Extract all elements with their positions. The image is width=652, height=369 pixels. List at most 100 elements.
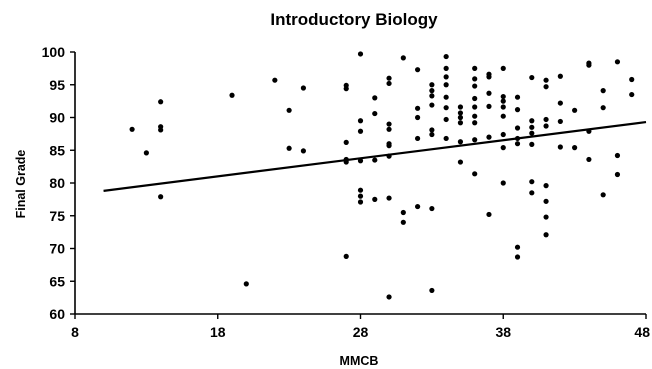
data-point bbox=[457, 104, 464, 110]
y-tick-label: 60 bbox=[49, 306, 65, 322]
data-point bbox=[400, 55, 406, 61]
data-point bbox=[386, 143, 392, 149]
trendline-group bbox=[103, 120, 647, 192]
x-axis-tick-labels: 8 18 28 38 48 bbox=[71, 324, 650, 340]
data-point bbox=[472, 137, 478, 143]
x-tick-label: 18 bbox=[210, 324, 226, 340]
data-point bbox=[472, 104, 478, 110]
data-point bbox=[429, 102, 435, 108]
data-point bbox=[386, 75, 392, 81]
data-point bbox=[443, 105, 449, 111]
data-point bbox=[158, 127, 164, 133]
data-point bbox=[457, 139, 464, 145]
data-point bbox=[472, 83, 478, 89]
data-point bbox=[614, 59, 621, 65]
data-point bbox=[386, 126, 392, 132]
y-tick-label: 65 bbox=[49, 273, 65, 289]
data-point bbox=[357, 51, 364, 57]
data-point bbox=[443, 94, 449, 100]
data-point bbox=[443, 65, 449, 71]
data-point bbox=[472, 120, 478, 126]
data-point bbox=[443, 116, 449, 123]
data-point bbox=[500, 93, 506, 100]
data-point bbox=[429, 287, 435, 294]
data-point bbox=[543, 214, 549, 220]
data-point bbox=[357, 199, 364, 205]
y-tick-label: 70 bbox=[49, 241, 65, 257]
data-point bbox=[543, 232, 549, 238]
data-point bbox=[286, 107, 292, 113]
data-point bbox=[415, 114, 421, 121]
data-point bbox=[529, 190, 535, 196]
data-point bbox=[600, 88, 606, 94]
data-point bbox=[472, 95, 478, 102]
data-point bbox=[514, 244, 521, 250]
data-point bbox=[158, 194, 164, 200]
data-point bbox=[472, 65, 478, 71]
x-tick-label: 8 bbox=[71, 324, 79, 340]
data-point bbox=[486, 211, 492, 218]
x-tick-label: 48 bbox=[634, 324, 650, 340]
data-point bbox=[586, 156, 592, 163]
data-point bbox=[357, 193, 364, 199]
data-point bbox=[386, 294, 392, 300]
data-point bbox=[300, 148, 306, 154]
data-point bbox=[272, 77, 278, 83]
data-point bbox=[486, 103, 492, 109]
data-point bbox=[229, 92, 235, 98]
data-point bbox=[486, 134, 492, 140]
data-point bbox=[500, 65, 506, 71]
data-point bbox=[557, 73, 563, 79]
x-axis-label: MMCB bbox=[340, 354, 379, 368]
data-point bbox=[300, 85, 306, 91]
data-point bbox=[514, 141, 521, 147]
data-point bbox=[429, 88, 435, 94]
data-point bbox=[429, 127, 435, 133]
data-point bbox=[500, 98, 506, 104]
data-point bbox=[357, 128, 364, 134]
data-point bbox=[600, 105, 606, 111]
data-point bbox=[600, 192, 606, 198]
y-tick-label: 100 bbox=[42, 44, 66, 60]
data-point bbox=[500, 113, 506, 119]
data-point bbox=[557, 144, 563, 150]
data-point bbox=[472, 76, 478, 82]
data-point bbox=[415, 135, 421, 142]
data-point bbox=[529, 118, 535, 124]
data-point bbox=[129, 126, 135, 132]
data-point bbox=[457, 114, 464, 121]
data-point bbox=[443, 82, 449, 88]
data-point bbox=[529, 179, 535, 185]
data-point bbox=[443, 135, 449, 142]
data-point bbox=[457, 120, 464, 126]
y-tick-label: 95 bbox=[49, 77, 65, 93]
data-point bbox=[486, 90, 492, 96]
data-point bbox=[543, 77, 549, 83]
data-point bbox=[143, 150, 149, 156]
data-point bbox=[386, 195, 392, 201]
data-point bbox=[443, 53, 449, 60]
chart-title: Introductory Biology bbox=[270, 10, 438, 29]
data-point bbox=[500, 145, 506, 151]
data-point bbox=[572, 145, 578, 151]
data-point bbox=[572, 107, 578, 113]
data-point bbox=[514, 94, 521, 100]
data-point bbox=[372, 110, 378, 117]
data-point bbox=[529, 141, 535, 147]
data-point bbox=[614, 152, 621, 159]
data-point bbox=[486, 74, 492, 80]
data-point bbox=[415, 203, 421, 210]
data-point bbox=[400, 219, 406, 225]
data-point bbox=[415, 67, 421, 73]
data-point bbox=[472, 113, 478, 119]
data-point bbox=[629, 91, 635, 98]
data-point bbox=[457, 110, 464, 116]
data-point bbox=[529, 74, 535, 81]
data-point bbox=[614, 171, 621, 178]
y-axis-label: Final Grade bbox=[14, 150, 28, 219]
data-point bbox=[286, 145, 292, 151]
x-tick-label: 38 bbox=[495, 324, 511, 340]
data-point bbox=[429, 82, 435, 88]
data-point bbox=[500, 180, 506, 186]
